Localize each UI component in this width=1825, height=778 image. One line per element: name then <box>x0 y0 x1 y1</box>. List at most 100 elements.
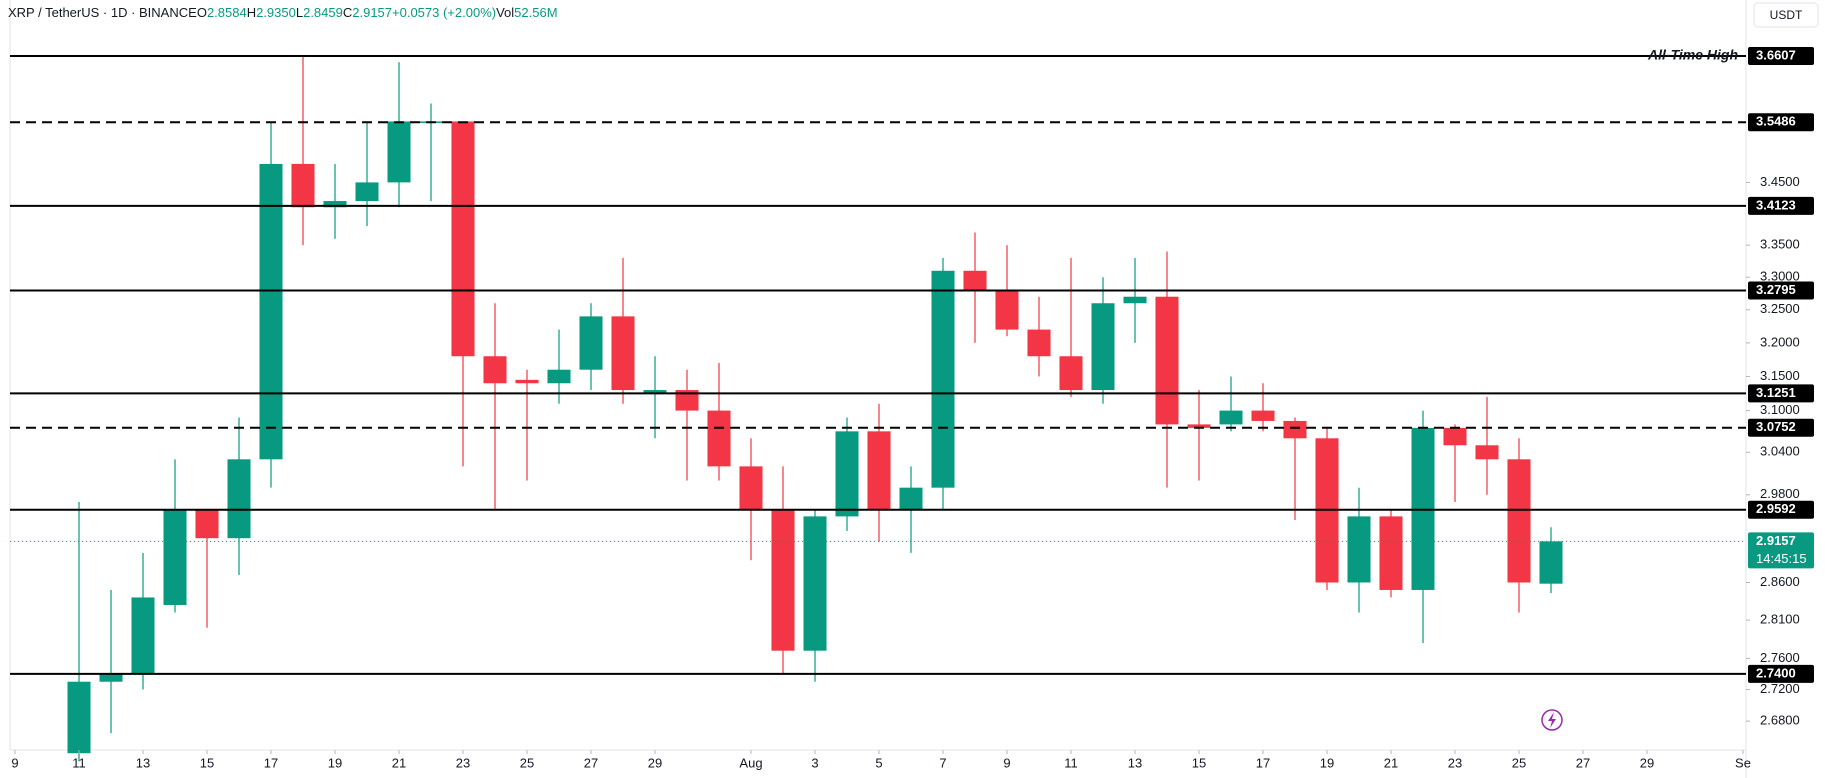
x-tick-label: Aug <box>739 755 762 770</box>
level-note: All-Time High <box>1647 47 1738 63</box>
x-tick-label: 27 <box>584 755 598 770</box>
legend-value: 2.9157 <box>352 5 392 20</box>
candle-body <box>387 121 411 183</box>
candle-body <box>1251 410 1275 421</box>
alert-bolt <box>1548 712 1556 728</box>
x-tick-label: 9 <box>1003 755 1010 770</box>
y-tick-label: 3.2500 <box>1760 301 1800 316</box>
x-tick-label: 25 <box>520 755 534 770</box>
level-label-box <box>1748 46 1814 65</box>
candle-body <box>963 270 987 291</box>
candle-body <box>803 516 827 651</box>
candle-body <box>547 369 571 384</box>
y-tick-label: 2.9800 <box>1760 486 1800 501</box>
candle-body <box>483 356 507 384</box>
x-tick-label: 19 <box>1320 755 1334 770</box>
candle-body <box>131 597 155 674</box>
y-tick-label: 3.0400 <box>1760 444 1800 459</box>
candle-body <box>899 487 923 510</box>
candle-body <box>707 410 731 467</box>
level-label: 3.1251 <box>1756 385 1796 400</box>
x-tick-label: 17 <box>1256 755 1270 770</box>
countdown: 14:45:15 <box>1756 551 1807 566</box>
legend-text: XRP / TetherUS · 1D · BINANCEO2.8584H2.9… <box>8 5 558 20</box>
x-tick-label: 9 <box>11 755 18 770</box>
x-tick-label: 13 <box>136 755 150 770</box>
level-label: 3.2795 <box>1756 282 1796 297</box>
alert-icon[interactable] <box>1541 709 1563 731</box>
x-tick-label: 11 <box>1064 755 1078 770</box>
legend-value: 2.9350 <box>256 5 296 20</box>
candle-body <box>1027 329 1051 357</box>
candle-body <box>163 509 187 605</box>
plot <box>67 56 1563 762</box>
legend-value: 52.56M <box>514 5 557 20</box>
candle-body <box>1187 424 1211 428</box>
level-label-box <box>1748 384 1814 403</box>
y-tick-label: 3.3000 <box>1760 269 1800 284</box>
candle-body <box>675 390 699 411</box>
candle-body <box>323 201 347 208</box>
level-label: 3.6607 <box>1756 47 1796 62</box>
legend: XRP / TetherUS · 1D · BINANCEO2.8584H2.9… <box>8 5 558 20</box>
x-tick-label: 23 <box>1448 755 1462 770</box>
legend-value: 2.8584 <box>207 5 247 20</box>
candle-body <box>611 316 635 391</box>
candle-body <box>1283 420 1307 439</box>
y-tick-label: 3.1500 <box>1760 368 1800 383</box>
level-label-box <box>1748 664 1814 683</box>
candle-body <box>1443 427 1467 446</box>
y-tick-label: 3.2000 <box>1760 334 1800 349</box>
x-tick-label: 17 <box>264 755 278 770</box>
x-tick-label: 13 <box>1128 755 1142 770</box>
x-tick-label: 11 <box>72 755 86 770</box>
legend-value: +0.0573 (+2.00%) <box>392 5 496 20</box>
legend-key: O <box>197 5 207 20</box>
level-label: 2.7400 <box>1756 665 1796 680</box>
x-tick-label: 29 <box>648 755 662 770</box>
candle-body <box>1091 303 1115 391</box>
legend-key: L <box>296 5 303 20</box>
candle-body <box>1155 296 1179 425</box>
x-tick-label: 5 <box>875 755 882 770</box>
candle-body <box>227 459 251 539</box>
candle-body <box>1379 516 1403 590</box>
y-tick-label: 3.4500 <box>1760 174 1800 189</box>
x-tick-label: 3 <box>811 755 818 770</box>
currency-button[interactable] <box>1753 2 1819 28</box>
candle-body <box>771 509 795 651</box>
candle-body <box>835 431 859 517</box>
x-tick-label: 21 <box>1384 755 1398 770</box>
level-label-box <box>1748 196 1814 215</box>
x-tick-label: 15 <box>1192 755 1206 770</box>
candle-body <box>1539 541 1563 584</box>
x-tick-label: 19 <box>328 755 342 770</box>
candle-body <box>867 431 891 510</box>
x-tick-label: 7 <box>939 755 946 770</box>
candle-body <box>195 509 219 539</box>
x-tick-label: 23 <box>456 755 470 770</box>
candle-body <box>355 182 379 202</box>
candle-body <box>67 681 91 754</box>
level-label: 3.4123 <box>1756 197 1796 212</box>
last-price-box <box>1748 532 1814 569</box>
y-tick-label: 3.3500 <box>1760 237 1800 252</box>
currency: USDT <box>1770 8 1803 22</box>
candle-body <box>1219 410 1243 425</box>
candle-body <box>451 121 475 357</box>
candle-body <box>515 379 539 384</box>
last-price-label: 2.9157 <box>1756 533 1796 548</box>
candle-body <box>1123 296 1147 304</box>
x-tick-label: Se <box>1735 755 1751 770</box>
candle-body <box>99 673 123 682</box>
candle-body <box>1347 516 1371 583</box>
x-tick-label: 21 <box>392 755 406 770</box>
y-tick-label: 2.7600 <box>1760 650 1800 665</box>
level-label-box <box>1748 113 1814 132</box>
level-label: 3.0752 <box>1756 419 1796 434</box>
x-tick-label: 15 <box>200 755 214 770</box>
x-tick-label: 25 <box>1512 755 1526 770</box>
x-tick-label: 27 <box>1576 755 1590 770</box>
legend-key: Vol <box>496 5 514 20</box>
